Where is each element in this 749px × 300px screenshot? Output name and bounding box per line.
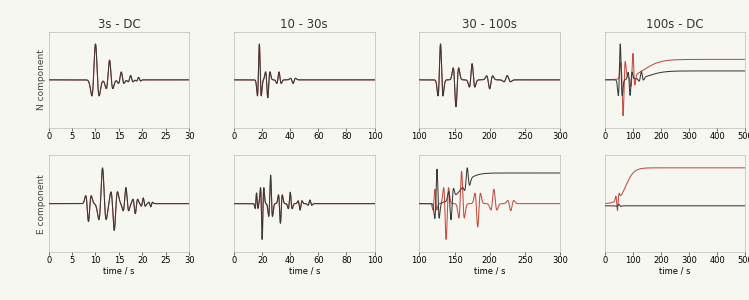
- Title: 3s - DC: 3s - DC: [97, 19, 140, 32]
- X-axis label: time / s: time / s: [659, 267, 691, 276]
- Y-axis label: E component: E component: [37, 174, 46, 233]
- Title: 10 - 30s: 10 - 30s: [280, 19, 328, 32]
- X-axis label: time / s: time / s: [103, 267, 135, 276]
- Y-axis label: N component: N component: [37, 50, 46, 110]
- X-axis label: time / s: time / s: [474, 267, 506, 276]
- Title: 30 - 100s: 30 - 100s: [462, 19, 517, 32]
- Title: 100s - DC: 100s - DC: [646, 19, 704, 32]
- X-axis label: time / s: time / s: [288, 267, 320, 276]
